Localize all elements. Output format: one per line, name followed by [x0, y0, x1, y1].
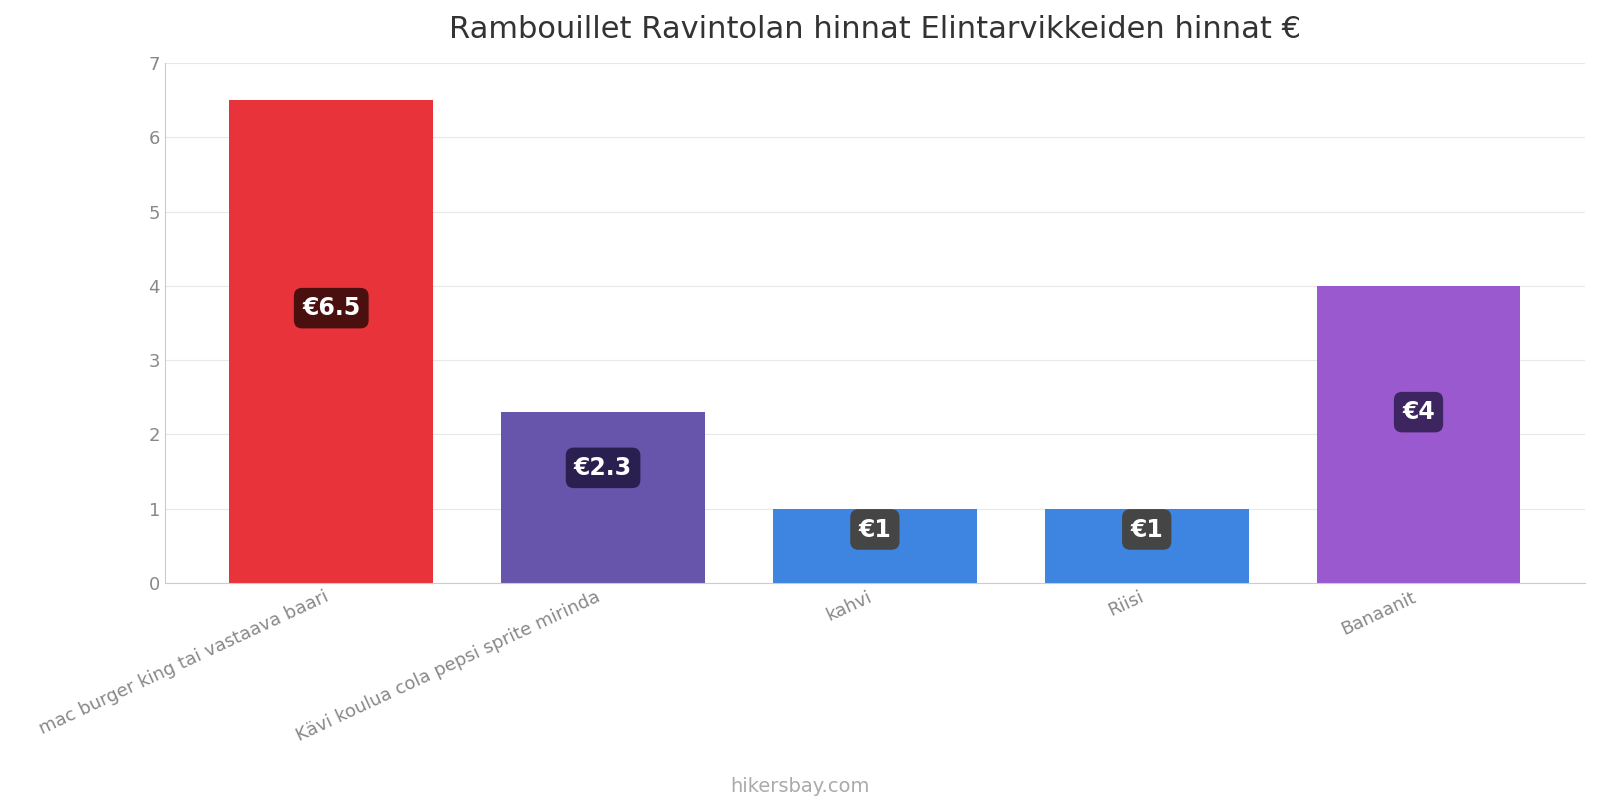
Bar	[773, 509, 978, 583]
Text: €2.3: €2.3	[574, 456, 632, 480]
Text: €1: €1	[1130, 518, 1163, 542]
Bar	[1045, 509, 1248, 583]
Text: hikersbay.com: hikersbay.com	[730, 777, 870, 796]
Bar	[229, 100, 434, 583]
Bar	[501, 412, 706, 583]
Bar	[1317, 286, 1520, 583]
Text: €6.5: €6.5	[302, 296, 360, 320]
Title: Rambouillet Ravintolan hinnat Elintarvikkeiden hinnat €: Rambouillet Ravintolan hinnat Elintarvik…	[450, 15, 1301, 44]
Text: €1: €1	[859, 518, 891, 542]
Text: €4: €4	[1402, 400, 1435, 424]
